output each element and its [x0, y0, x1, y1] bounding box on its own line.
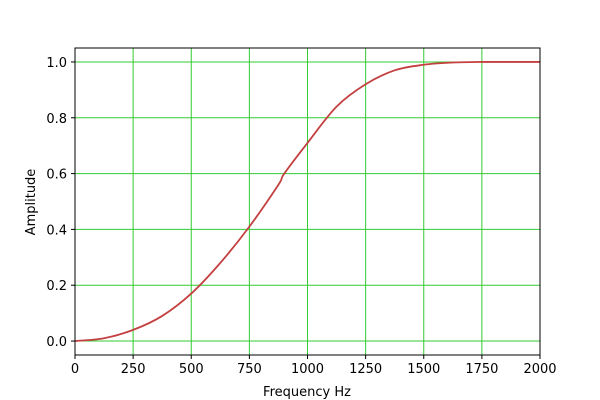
y-axis-label: Amplitude — [24, 169, 39, 236]
x-tick-label: 0 — [71, 362, 79, 377]
y-tick-label: 0.2 — [46, 279, 67, 294]
y-tick-label: 1.0 — [46, 56, 67, 71]
x-tick-label: 1500 — [407, 362, 440, 377]
x-tick-label: 750 — [237, 362, 262, 377]
series-line — [74, 61, 540, 342]
x-tick-label: 2000 — [523, 362, 556, 377]
y-tick-label: 0.4 — [46, 223, 67, 238]
x-tick-label: 1250 — [349, 362, 382, 377]
y-tick-label: 0.0 — [46, 335, 67, 350]
x-tick-label: 250 — [121, 362, 146, 377]
x-tick-label: 1000 — [291, 362, 324, 377]
x-tick-label: 500 — [179, 362, 204, 377]
grid — [74, 48, 541, 355]
x-axis-label: Frequency Hz — [263, 385, 351, 400]
y-tick-label: 0.8 — [46, 112, 67, 127]
y-tick-label: 0.6 — [46, 168, 67, 183]
x-tick-label: 1750 — [465, 362, 498, 377]
